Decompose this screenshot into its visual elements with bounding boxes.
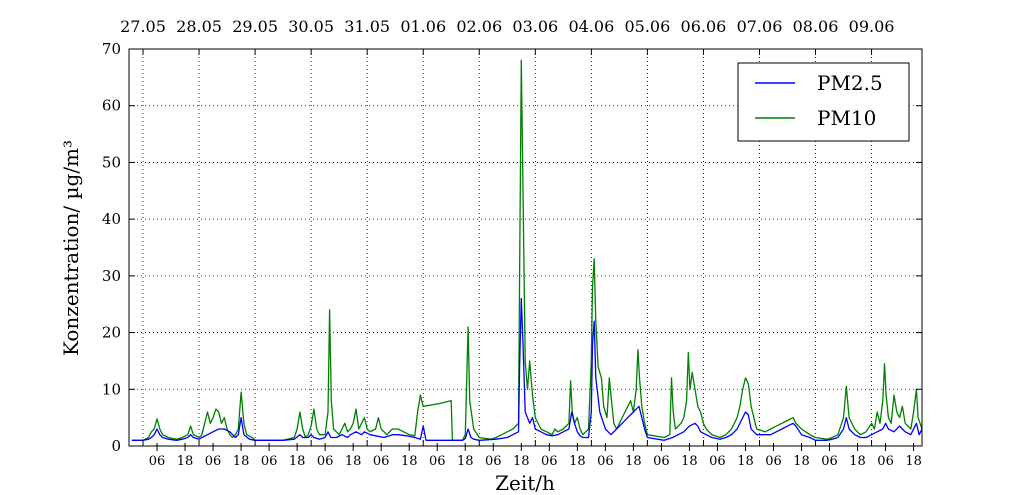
hour-tick-label: 18	[233, 454, 250, 469]
y-tick-label: 20	[102, 324, 121, 342]
hour-tick-label: 18	[625, 454, 642, 469]
ticks	[129, 48, 922, 451]
hour-tick-label: 18	[513, 454, 530, 469]
y-tick-label: 70	[102, 40, 121, 58]
y-tick-label: 30	[102, 267, 121, 285]
hour-tick-label: 06	[709, 454, 726, 469]
hour-tick-labels: 06 18 06 18 06 18 06 18 06 18 06 18 06 18 06 18 06 18 06 18…	[149, 454, 922, 469]
hour-tick-label: 06	[485, 454, 502, 469]
hour-tick-label: 06	[149, 454, 166, 469]
date-tick-label: 29.05	[232, 17, 278, 36]
legend-box	[737, 62, 910, 142]
date-tick-label: 07.06	[737, 17, 783, 36]
hour-tick-label: 18	[905, 454, 922, 469]
hour-tick-label: 18	[457, 454, 474, 469]
y-tick-label: 60	[102, 97, 121, 115]
hour-tick-label: 18	[289, 454, 306, 469]
grid	[129, 49, 922, 446]
date-tick-label: 06.06	[681, 17, 727, 36]
y-tick-labels: 0 10 20 30 40 50 60 70	[102, 40, 121, 455]
y-tick-label: 10	[102, 380, 121, 398]
date-tick-label: 01.06	[400, 17, 446, 36]
series-line-pm25	[131, 297, 923, 441]
hour-tick-label: 18	[345, 454, 362, 469]
hour-tick-label: 06	[429, 454, 446, 469]
hour-tick-label: 06	[261, 454, 278, 469]
hour-tick-label: 18	[401, 454, 418, 469]
hour-tick-label: 18	[737, 454, 754, 469]
date-tick-label: 28.05	[176, 17, 222, 36]
date-tick-label: 08.06	[793, 17, 839, 36]
date-tick-label: 05.06	[624, 17, 670, 36]
legend: PM2.5 PM10	[737, 62, 910, 142]
y-tick-label: 40	[102, 210, 121, 228]
y-axis-label: Konzentration/ µg/m³	[59, 140, 83, 356]
date-tick-label: 31.05	[344, 17, 390, 36]
date-tick-label: 27.05	[120, 17, 166, 36]
hour-tick-label: 06	[317, 454, 334, 469]
hour-tick-label: 06	[373, 454, 390, 469]
legend-label: PM2.5	[817, 71, 883, 95]
date-tick-label: 04.06	[568, 17, 614, 36]
hour-tick-label: 18	[849, 454, 866, 469]
hour-tick-label: 06	[205, 454, 222, 469]
date-tick-label: 03.06	[512, 17, 558, 36]
hour-tick-label: 18	[681, 454, 698, 469]
hour-tick-label: 06	[653, 454, 670, 469]
x-axis-label: Zeit/h	[495, 471, 555, 495]
date-tick-label: 02.06	[456, 17, 502, 36]
hour-tick-label: 06	[597, 454, 614, 469]
date-tick-label: 30.05	[288, 17, 334, 36]
hour-tick-label: 18	[569, 454, 586, 469]
y-tick-label: 0	[111, 437, 121, 455]
plot-frame	[128, 48, 923, 447]
hour-tick-label: 18	[793, 454, 810, 469]
series-lines	[131, 59, 923, 441]
hour-tick-label: 06	[541, 454, 558, 469]
hour-tick-label: 18	[177, 454, 194, 469]
hour-tick-label: 06	[877, 454, 894, 469]
legend-label: PM10	[817, 106, 876, 130]
hour-tick-label: 06	[765, 454, 782, 469]
date-tick-labels: 27.05 28.05 29.05 30.05 31.05 01.06 02.06 03.06…	[120, 17, 894, 36]
hour-tick-label: 06	[821, 454, 838, 469]
y-tick-label: 50	[102, 153, 121, 171]
date-tick-label: 09.06	[849, 17, 895, 36]
